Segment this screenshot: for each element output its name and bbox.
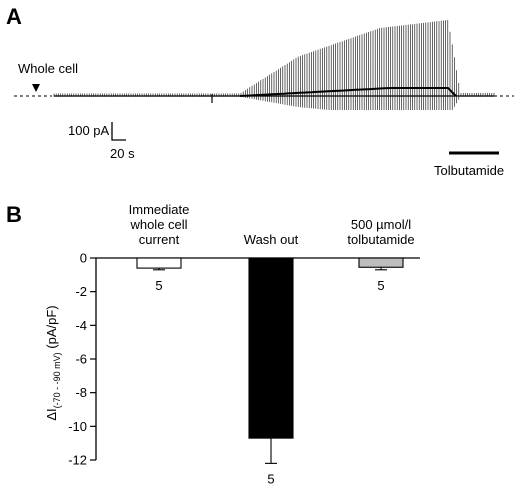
y-tick-label: -12 (68, 453, 87, 468)
bar-2 (248, 257, 294, 439)
bar-1 (136, 257, 182, 269)
category-label-1: whole cell (129, 217, 187, 232)
y-tick-label: 0 (80, 251, 87, 266)
bar-3 (358, 257, 404, 268)
whole-cell-arrow-icon (32, 84, 40, 92)
category-label-3: 500 µmol/l (351, 217, 411, 232)
y-tick-label: -10 (68, 419, 87, 434)
y-tick-label: -6 (75, 352, 87, 367)
y-tick-label: -4 (75, 318, 87, 333)
drug-label: Tolbutamide (434, 163, 504, 178)
y-tick-label: -2 (75, 284, 87, 299)
n-label-2: 5 (267, 471, 274, 486)
holding-current-line (239, 87, 457, 97)
trace-oscillations (53, 20, 495, 110)
n-label-3: 5 (377, 278, 384, 293)
panel-a-letter: A (6, 4, 22, 29)
category-label-1: current (139, 232, 180, 247)
category-label-2: Wash out (244, 232, 299, 247)
y-axis-label: ΔI(-70 - -90 mV) (pA/pF) (44, 305, 62, 420)
y-tick-label: -8 (75, 385, 87, 400)
current-trace (14, 20, 514, 110)
scale-current-label: 100 pA (68, 123, 110, 138)
scale-time-label: 20 s (110, 146, 135, 161)
scale-bar (111, 122, 126, 141)
whole-cell-label: Whole cell (18, 61, 78, 76)
category-label-3: tolbutamide (347, 232, 414, 247)
n-label-1: 5 (155, 278, 162, 293)
category-label-1: Immediate (129, 202, 190, 217)
bar-chart: 0 -2 -4 -6 -8 -10 -12 ΔI(-70 - -90 mV) (pA/pF) 5… (44, 202, 420, 486)
panel-b-letter: B (6, 202, 22, 227)
